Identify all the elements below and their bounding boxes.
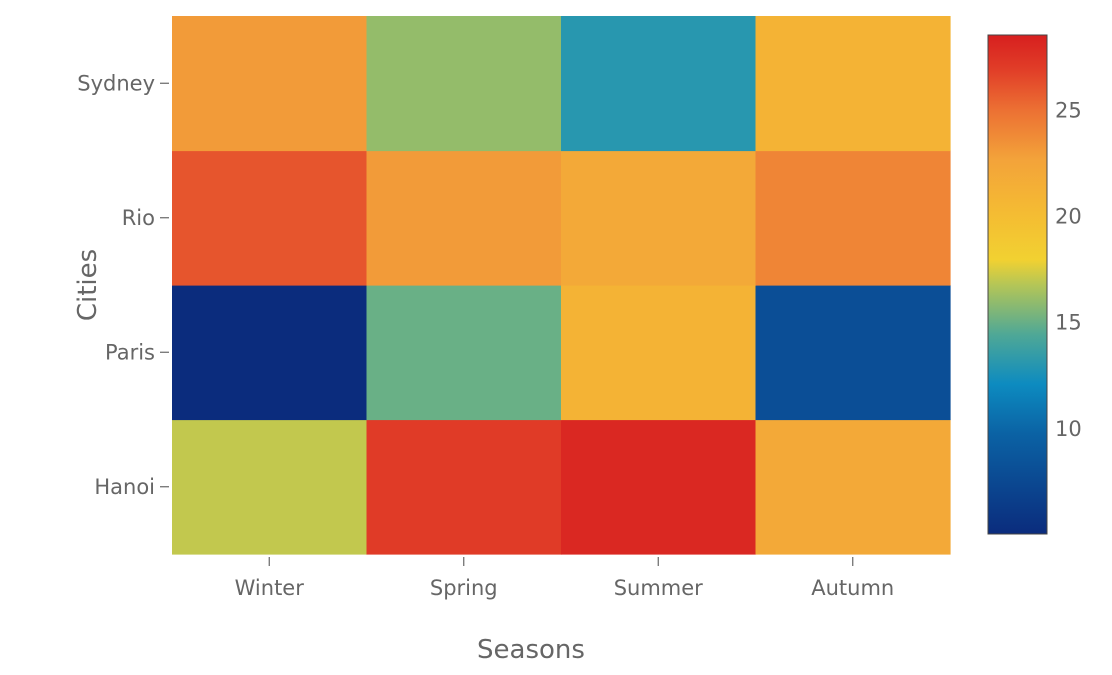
y-tick-label: Rio (122, 206, 155, 230)
colorbar-ticks: 10 15 20 25 (1055, 98, 1082, 441)
heatmap-cell (172, 285, 368, 421)
heatmap-cell (366, 419, 562, 555)
y-tick-label: Sydney (77, 71, 155, 95)
heatmap-cell (755, 16, 951, 152)
colorbar-tick-label: 20 (1055, 204, 1082, 228)
heatmap-cells (172, 16, 951, 555)
heatmap-cell (561, 419, 757, 555)
heatmap-cell (561, 285, 757, 421)
x-tick-label: Spring (430, 576, 498, 600)
y-axis-title: Cities (73, 249, 103, 321)
colorbar-tick-label: 15 (1055, 311, 1082, 335)
heatmap-cell (755, 419, 951, 555)
heatmap-cell (755, 285, 951, 421)
colorbar-tick-label: 25 (1055, 98, 1082, 122)
heatmap-cell (755, 150, 951, 286)
colorbar (987, 34, 1048, 535)
x-axis-title: Seasons (477, 635, 585, 665)
heatmap-cell (172, 16, 368, 152)
y-tick-label: Hanoi (94, 475, 155, 499)
x-axis: Winter Spring Summer Autumn (235, 557, 894, 600)
heatmap-cell (561, 150, 757, 286)
heatmap-cell (172, 419, 368, 555)
y-tick-label: Paris (105, 340, 155, 364)
x-tick-label: Summer (614, 576, 703, 600)
heatmap-cell (366, 285, 562, 421)
x-tick-label: Winter (235, 576, 305, 600)
colorbar-tick-label: 10 (1055, 417, 1082, 441)
heatmap-cell (561, 16, 757, 152)
heatmap-cell (172, 150, 368, 286)
heatmap-cell (366, 16, 562, 152)
y-axis: Hanoi Paris Rio Sydney (77, 71, 169, 499)
x-tick-label: Autumn (811, 576, 894, 600)
heatmap-cell (366, 150, 562, 286)
